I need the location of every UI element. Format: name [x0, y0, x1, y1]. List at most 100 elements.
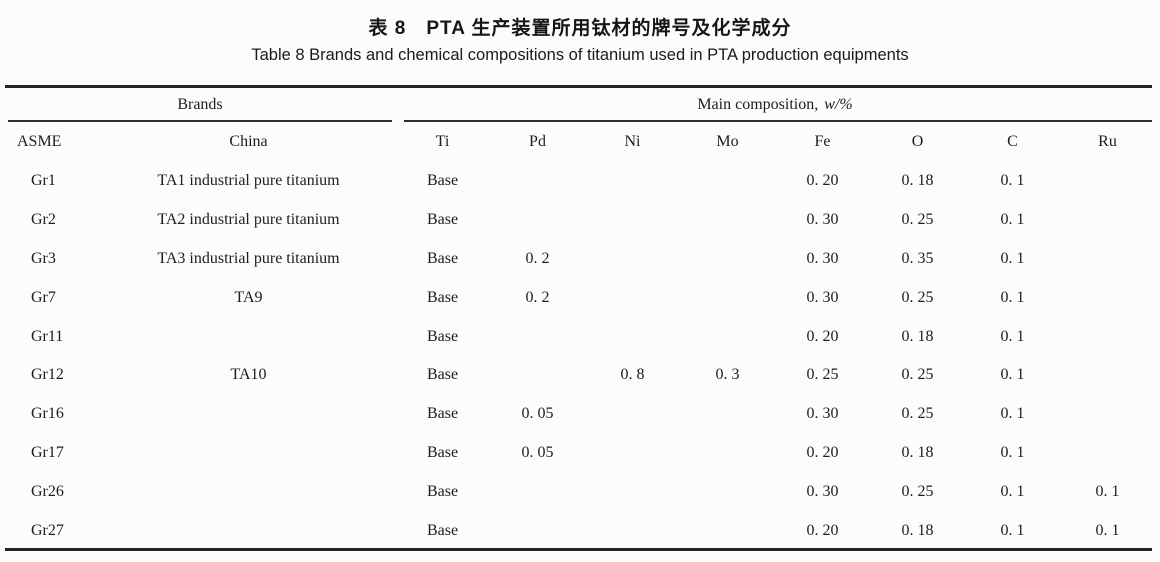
cell-o: 0. 25 — [901, 482, 934, 500]
cell-china — [102, 472, 395, 511]
cell-pd: 0. 05 — [521, 405, 554, 423]
column-header-china: China — [229, 133, 268, 150]
cell-ti: Base — [426, 249, 459, 267]
cell-ru: 0. 1 — [1095, 521, 1120, 539]
cell-o: 0. 25 — [901, 405, 934, 423]
cell-asme: Gr7 — [31, 288, 56, 306]
cell-china — [102, 434, 395, 473]
cell-fe: 0. 30 — [806, 288, 839, 306]
group-header-brands: Brands — [177, 96, 223, 113]
cell-ni — [585, 162, 680, 201]
cell-ti: Base — [426, 327, 459, 345]
cell-mo — [680, 162, 775, 201]
cell-pd: 0. 05 — [521, 443, 554, 461]
composition-unit-label: w/% — [824, 96, 853, 113]
cell-ru — [1060, 201, 1155, 240]
cell-china — [102, 511, 395, 550]
cell-fe: 0. 30 — [806, 249, 839, 267]
cell-ru: 0. 1 — [1095, 482, 1120, 500]
cell-asme: Gr11 — [31, 327, 64, 345]
cell-pd — [490, 201, 585, 240]
cell-pd — [490, 162, 585, 201]
cell-mo — [680, 201, 775, 240]
cell-asme: Gr16 — [31, 405, 64, 423]
cell-china — [102, 317, 395, 356]
cell-fe: 0. 30 — [806, 211, 839, 229]
cell-o: 0. 25 — [901, 211, 934, 229]
cell-asme: Gr2 — [31, 211, 56, 229]
cell-o: 0. 25 — [901, 366, 934, 384]
cell-c: 0. 1 — [1000, 366, 1025, 384]
cell-pd — [490, 472, 585, 511]
table-bottom-rule — [5, 548, 1152, 551]
table-caption-chinese: 表 8 PTA 生产装置所用钛材的牌号及化学成分 — [368, 18, 792, 39]
cell-ni — [585, 240, 680, 279]
cell-ru — [1060, 356, 1155, 395]
cell-mo — [680, 278, 775, 317]
titanium-composition-table: Brands Main composition, w/% ASME China … — [5, 88, 1155, 550]
cell-ru — [1060, 434, 1155, 473]
cell-mo — [680, 317, 775, 356]
cell-c: 0. 1 — [1000, 249, 1025, 267]
cell-c: 0. 1 — [1000, 211, 1025, 229]
cell-mo — [680, 395, 775, 434]
group-header-composition: Main composition, w/% — [395, 88, 1155, 122]
cell-c: 0. 1 — [1000, 172, 1025, 190]
table-top-rule — [5, 85, 1152, 88]
cell-pd — [490, 317, 585, 356]
cell-ti: Base — [426, 288, 459, 306]
cell-ru — [1060, 317, 1155, 356]
cell-pd — [490, 356, 585, 395]
cell-fe: 0. 30 — [806, 405, 839, 423]
cell-fe: 0. 25 — [806, 366, 839, 384]
cell-ni — [585, 434, 680, 473]
cell-china: TA10 — [230, 366, 267, 384]
composition-label: Main composition, — [697, 96, 819, 113]
cell-ni — [585, 278, 680, 317]
cell-o: 0. 18 — [901, 521, 934, 539]
cell-ru — [1060, 240, 1155, 279]
cell-ti: Base — [426, 443, 459, 461]
cell-c: 0. 1 — [1000, 443, 1025, 461]
cell-china: TA2 industrial pure titanium — [157, 211, 340, 229]
cell-ni — [585, 317, 680, 356]
cell-china: TA1 industrial pure titanium — [157, 172, 340, 190]
cell-o: 0. 18 — [901, 327, 934, 345]
cell-ti: Base — [426, 482, 459, 500]
table-caption-english: Table 8 Brands and chemical compositions… — [251, 46, 909, 64]
cell-fe: 0. 20 — [806, 172, 839, 190]
cell-fe: 0. 20 — [806, 521, 839, 539]
cell-ni — [585, 201, 680, 240]
cell-c: 0. 1 — [1000, 405, 1025, 423]
cell-china: TA3 industrial pure titanium — [157, 249, 340, 267]
cell-mo — [680, 240, 775, 279]
column-header-pd: Pd — [529, 133, 546, 150]
cell-ni — [585, 472, 680, 511]
cell-mo — [680, 434, 775, 473]
cell-fe: 0. 20 — [806, 327, 839, 345]
cell-fe: 0. 20 — [806, 443, 839, 461]
cell-ni: 0. 8 — [620, 366, 645, 384]
brands-spanner-rule — [8, 120, 392, 122]
cell-c: 0. 1 — [1000, 521, 1025, 539]
cell-ti: Base — [426, 521, 459, 539]
column-header-fe: Fe — [814, 133, 831, 150]
cell-pd: 0. 2 — [525, 288, 550, 306]
cell-mo: 0. 3 — [715, 366, 740, 384]
cell-ru — [1060, 278, 1155, 317]
column-header-ru: Ru — [1098, 133, 1117, 150]
column-header-ti: Ti — [435, 133, 450, 150]
cell-ti: Base — [426, 366, 459, 384]
cell-pd — [490, 511, 585, 550]
cell-asme: Gr27 — [31, 521, 64, 539]
cell-asme: Gr26 — [31, 482, 64, 500]
cell-o: 0. 18 — [901, 443, 934, 461]
column-header-asme: ASME — [17, 133, 62, 150]
cell-fe: 0. 30 — [806, 482, 839, 500]
cell-ti: Base — [426, 172, 459, 190]
cell-ti: Base — [426, 211, 459, 229]
composition-spanner-rule — [404, 120, 1152, 122]
cell-c: 0. 1 — [1000, 482, 1025, 500]
cell-pd: 0. 2 — [525, 249, 550, 267]
cell-o: 0. 25 — [901, 288, 934, 306]
